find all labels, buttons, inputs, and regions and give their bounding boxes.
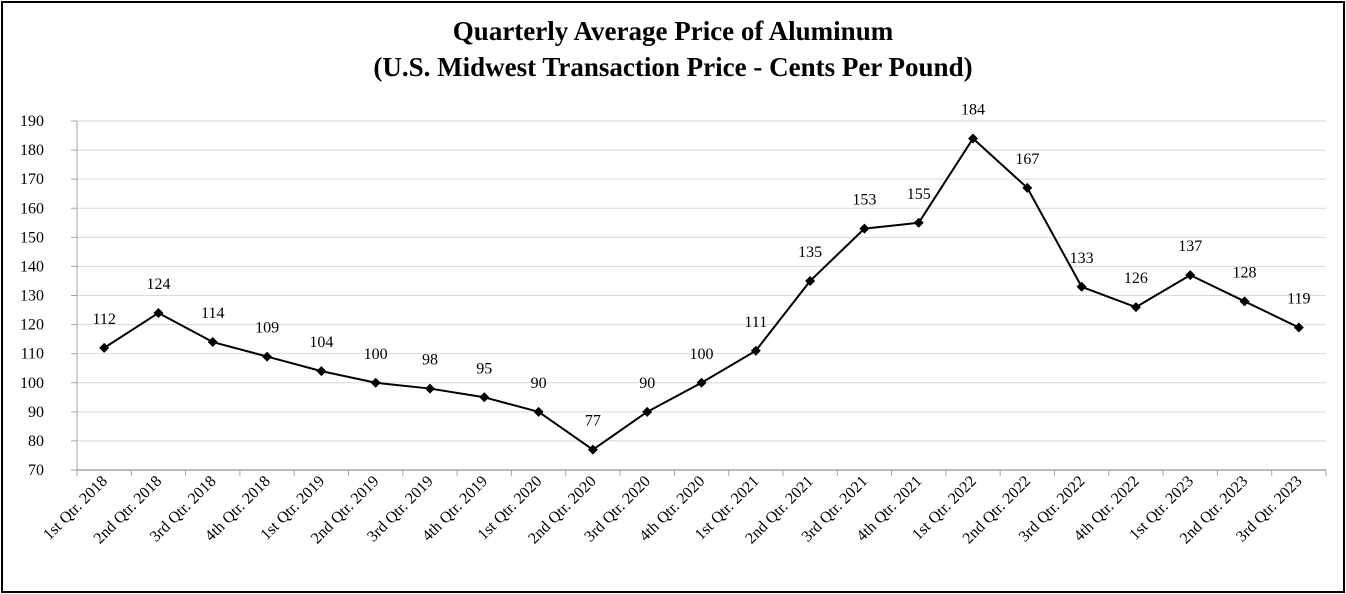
y-tick-label-70: 70 [28, 462, 44, 479]
data-label-18: 133 [1070, 250, 1094, 267]
data-point-7 [479, 392, 490, 403]
data-point-21 [1239, 296, 1250, 307]
data-point-8 [533, 406, 544, 417]
y-tick-label-140: 140 [20, 258, 44, 275]
data-point-3 [262, 351, 273, 362]
data-point-9 [587, 444, 598, 455]
data-point-22 [1293, 322, 1304, 333]
y-tick-label-120: 120 [20, 317, 44, 334]
y-tick-label-160: 160 [20, 200, 44, 217]
axes: 7080901001101201301401501601701801901st … [20, 113, 1327, 547]
data-point-2 [207, 337, 218, 348]
data-point-14 [859, 223, 870, 234]
y-tick-label-110: 110 [21, 346, 44, 363]
data-point-13 [805, 275, 816, 286]
y-tick-label-190: 190 [20, 113, 44, 130]
data-label-10: 90 [639, 375, 655, 392]
y-tick-label-170: 170 [20, 171, 44, 188]
data-label-0: 112 [92, 311, 115, 328]
data-label-1: 124 [146, 276, 170, 293]
data-label-4: 104 [309, 334, 333, 351]
data-point-10 [642, 406, 653, 417]
data-point-17 [1022, 182, 1033, 193]
data-label-2: 114 [201, 305, 224, 322]
y-tick-label-130: 130 [20, 288, 44, 305]
data-label-8: 90 [531, 375, 547, 392]
data-label-7: 95 [476, 360, 492, 377]
gridlines [77, 120, 1326, 442]
data-point-20 [1185, 270, 1196, 281]
data-label-16: 184 [961, 101, 985, 118]
data-point-1 [153, 307, 164, 318]
y-tick-label-80: 80 [28, 433, 44, 450]
data-label-17: 167 [1015, 151, 1039, 168]
chart-title-line-1: Quarterly Average Price of Aluminum [453, 16, 894, 46]
data-label-15: 155 [907, 186, 931, 203]
data-label-13: 135 [798, 244, 822, 261]
data-point-0 [99, 342, 110, 353]
data-label-3: 109 [255, 320, 279, 337]
y-tick-label-150: 150 [20, 229, 44, 246]
data-label-14: 153 [852, 192, 876, 209]
data-label-5: 100 [364, 346, 388, 363]
data-point-16 [968, 133, 979, 144]
y-tick-label-90: 90 [28, 404, 44, 421]
data-label-6: 98 [422, 352, 438, 369]
data-label-22: 119 [1287, 290, 1310, 307]
data-point-15 [913, 217, 924, 228]
data-label-12: 111 [744, 314, 767, 331]
data-label-11: 100 [690, 346, 714, 363]
y-tick-label-180: 180 [20, 142, 44, 159]
data-point-6 [424, 383, 435, 394]
series-price [99, 133, 1304, 455]
data-point-19 [1130, 302, 1141, 313]
data-label-19: 126 [1124, 270, 1148, 287]
y-tick-label-100: 100 [20, 375, 44, 392]
data-label-20: 137 [1178, 238, 1202, 255]
data-label-21: 128 [1233, 264, 1257, 281]
data-labels: 112 124 114 109 104 100 98 95 90 77 90 100 111 135 153… [92, 101, 1310, 429]
data-label-9: 77 [585, 413, 601, 430]
data-point-12 [750, 345, 761, 356]
data-point-4 [316, 366, 327, 377]
data-point-18 [1076, 281, 1087, 292]
data-point-5 [370, 377, 381, 388]
chart-title-line-2: (U.S. Midwest Transaction Price - Cents … [373, 52, 972, 82]
data-point-11 [696, 377, 707, 388]
series-line-price [103, 137, 1300, 451]
